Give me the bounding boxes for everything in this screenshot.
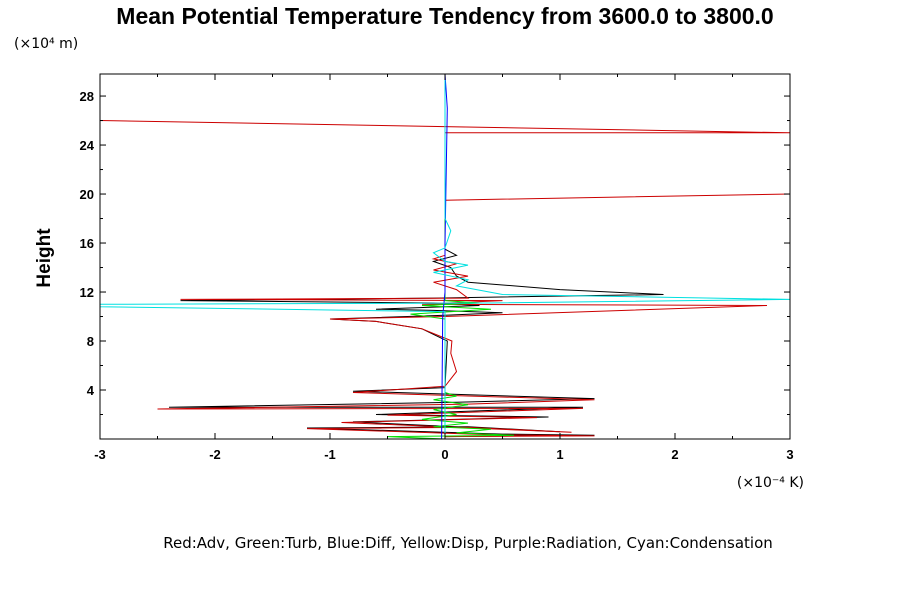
- series-line-black: [168, 74, 664, 438]
- legend-text: Red:Adv, Green:Turb, Blue:Diff, Yellow:D…: [163, 534, 773, 552]
- y-tick-label: 16: [80, 236, 94, 251]
- series-line-green: [387, 74, 515, 440]
- y-unit-label: (×10⁴ m): [14, 36, 78, 52]
- x-tick-label: 1: [556, 447, 563, 462]
- x-tick-label: -3: [94, 447, 106, 462]
- y-tick-label: 24: [80, 138, 95, 153]
- y-axis-label: Height: [34, 228, 55, 288]
- y-tick-label: 28: [80, 89, 94, 104]
- series-layer: [99, 73, 791, 440]
- series-line-blue: [441, 73, 448, 440]
- plot-frame: [99, 73, 791, 440]
- y-tick-label: 8: [87, 334, 94, 349]
- x-tick-label: 0: [441, 447, 448, 462]
- x-tick-label: 3: [786, 447, 793, 462]
- chart-title: Mean Potential Temperature Tendency from…: [116, 3, 773, 29]
- y-tick-label: 12: [80, 285, 94, 300]
- x-tick-label: 2: [671, 447, 678, 462]
- x-unit-label: (×10⁻⁴ K): [737, 475, 804, 491]
- x-tick-label: -2: [209, 447, 221, 462]
- x-tick-label: -1: [324, 447, 336, 462]
- y-tick-label: 4: [87, 383, 95, 398]
- y-tick-label: 20: [80, 187, 94, 202]
